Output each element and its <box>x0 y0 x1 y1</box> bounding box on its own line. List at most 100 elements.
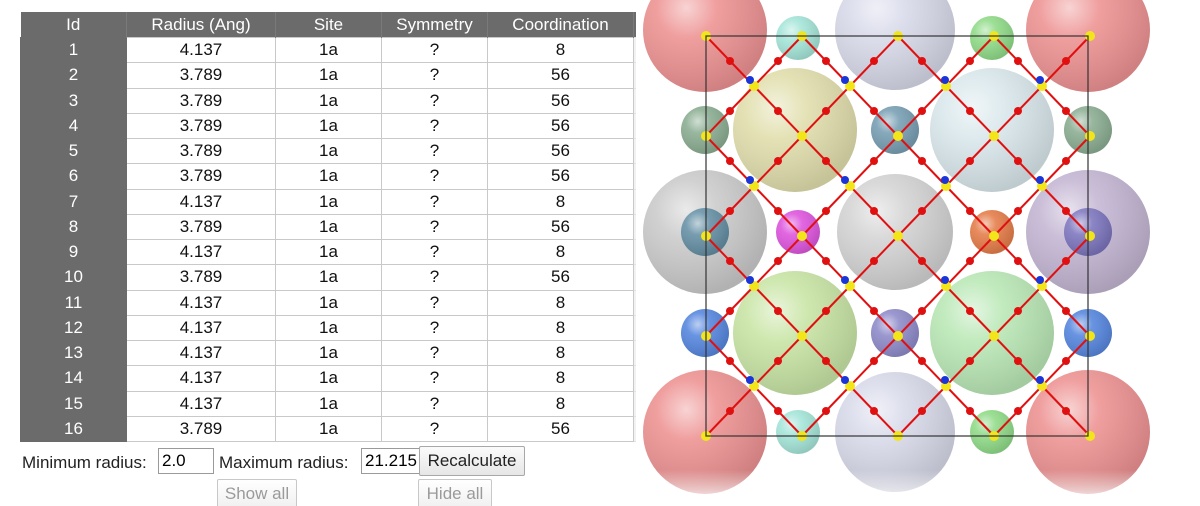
cell-radius: 3.789 <box>126 112 276 140</box>
recalculate-button[interactable]: Recalculate <box>419 446 525 476</box>
oxygen-atom <box>966 307 974 315</box>
table-row[interactable]: 7 4.137 1a? 8 <box>20 188 636 215</box>
pore-sphere-highlight <box>930 68 1054 192</box>
oxygen-atom <box>726 257 734 265</box>
table-row[interactable]: 1 4.137 1a? 8 <box>20 36 636 64</box>
column-header-site[interactable]: Site <box>275 12 382 38</box>
cation-atom <box>746 376 754 384</box>
oxygen-atom <box>918 207 926 215</box>
cell-coordination: 56 <box>487 264 634 291</box>
table-row[interactable]: 9 4.137 1a? 8 <box>20 238 636 266</box>
oxygen-atom <box>1014 207 1022 215</box>
cation-atom <box>841 376 849 384</box>
cell-symmetry: ? <box>381 87 488 114</box>
minimum-radius-input[interactable] <box>158 448 214 474</box>
oxygen-atom <box>822 107 830 115</box>
oxygen-atom <box>774 207 782 215</box>
cell-extra <box>633 188 636 215</box>
cell-extra: 0.000 <box>633 163 636 190</box>
oxygen-atom <box>726 307 734 315</box>
cell-site: 1a <box>275 264 382 291</box>
cation-atom <box>941 276 949 284</box>
show-all-button[interactable]: Show all <box>217 479 297 506</box>
oxygen-atom <box>1062 257 1070 265</box>
tetrahedral-atom <box>845 381 855 391</box>
oxygen-atom <box>1014 257 1022 265</box>
cell-extra <box>633 213 636 241</box>
table-row[interactable]: 8 3.789 1a? 56 <box>20 213 636 241</box>
oxygen-atom <box>1014 57 1022 65</box>
oxygen-atom <box>774 357 782 365</box>
structure-viewer[interactable] <box>640 0 1200 506</box>
cell-extra <box>633 62 636 89</box>
oxygen-atom <box>726 107 734 115</box>
cell-coordination: 8 <box>487 36 634 64</box>
oxygen-atom <box>870 57 878 65</box>
cation-atom <box>841 276 849 284</box>
oxygen-atom <box>1014 307 1022 315</box>
cell-site: 1a <box>275 339 382 367</box>
hide-all-button[interactable]: Hide all <box>418 479 492 506</box>
oxygen-atom <box>822 357 830 365</box>
maximum-radius-label: Maximum radius: <box>219 453 349 472</box>
cell-symmetry: ? <box>381 339 488 367</box>
cell-site: 1a <box>275 188 382 215</box>
table-header-row: Id Radius (Ang) Site Symmetry Coordinati… <box>20 12 636 38</box>
cell-extra: 0.00 <box>633 137 636 165</box>
pore-sphere-highlight <box>871 106 919 154</box>
cation-atom <box>1036 376 1044 384</box>
oxygen-atom <box>966 157 974 165</box>
oxygen-atom <box>822 57 830 65</box>
cell-id: 2 <box>20 62 127 89</box>
table-row[interactable]: 2 3.789 1a? 56 <box>20 62 636 89</box>
cell-coordination: 8 <box>487 238 634 266</box>
cell-id: 4 <box>20 112 127 140</box>
cell-id: 5 <box>20 137 127 165</box>
cell-radius: 3.789 <box>126 213 276 241</box>
cell-site: 1a <box>275 390 382 417</box>
oxygen-atom <box>966 107 974 115</box>
viewer-fade-bottom <box>640 470 1200 506</box>
framework-atoms <box>701 31 1095 441</box>
cation-atom <box>746 76 754 84</box>
cell-site: 1a <box>275 87 382 114</box>
oxygen-atom <box>870 307 878 315</box>
oxygen-atom <box>918 157 926 165</box>
table-row[interactable]: 16 3.789 1a? 56 <box>20 415 636 443</box>
maximum-radius-input[interactable] <box>361 448 421 474</box>
oxygen-atom <box>1062 357 1070 365</box>
oxygen-atom <box>918 257 926 265</box>
oxygen-atom <box>918 407 926 415</box>
column-header-coordination[interactable]: Coordination <box>487 12 634 38</box>
cell-symmetry: ? <box>381 415 488 443</box>
cell-coordination: 56 <box>487 112 634 140</box>
cation-atom <box>941 76 949 84</box>
oxygen-atom <box>1014 357 1022 365</box>
column-header-symmetry[interactable]: Symmetry <box>381 12 488 38</box>
oxygen-atom <box>966 207 974 215</box>
table-row[interactable]: 15 4.137 1a? 8 <box>20 390 636 417</box>
cell-id: 6 <box>20 163 127 190</box>
column-header-radius[interactable]: Radius (Ang) <box>126 12 276 38</box>
cell-radius: 4.137 <box>126 238 276 266</box>
pore-sphere-highlight <box>643 0 767 92</box>
oxygen-atom <box>1014 407 1022 415</box>
column-header-id[interactable]: Id <box>20 12 127 38</box>
oxygen-atom <box>822 207 830 215</box>
unit-cell-outline <box>705 35 1089 437</box>
cation-atom <box>1036 76 1044 84</box>
cell-id: 13 <box>20 339 127 367</box>
oxygen-atom <box>822 407 830 415</box>
cell-symmetry: ? <box>381 213 488 241</box>
oxygen-atom <box>726 407 734 415</box>
cell-symmetry: ? <box>381 188 488 215</box>
